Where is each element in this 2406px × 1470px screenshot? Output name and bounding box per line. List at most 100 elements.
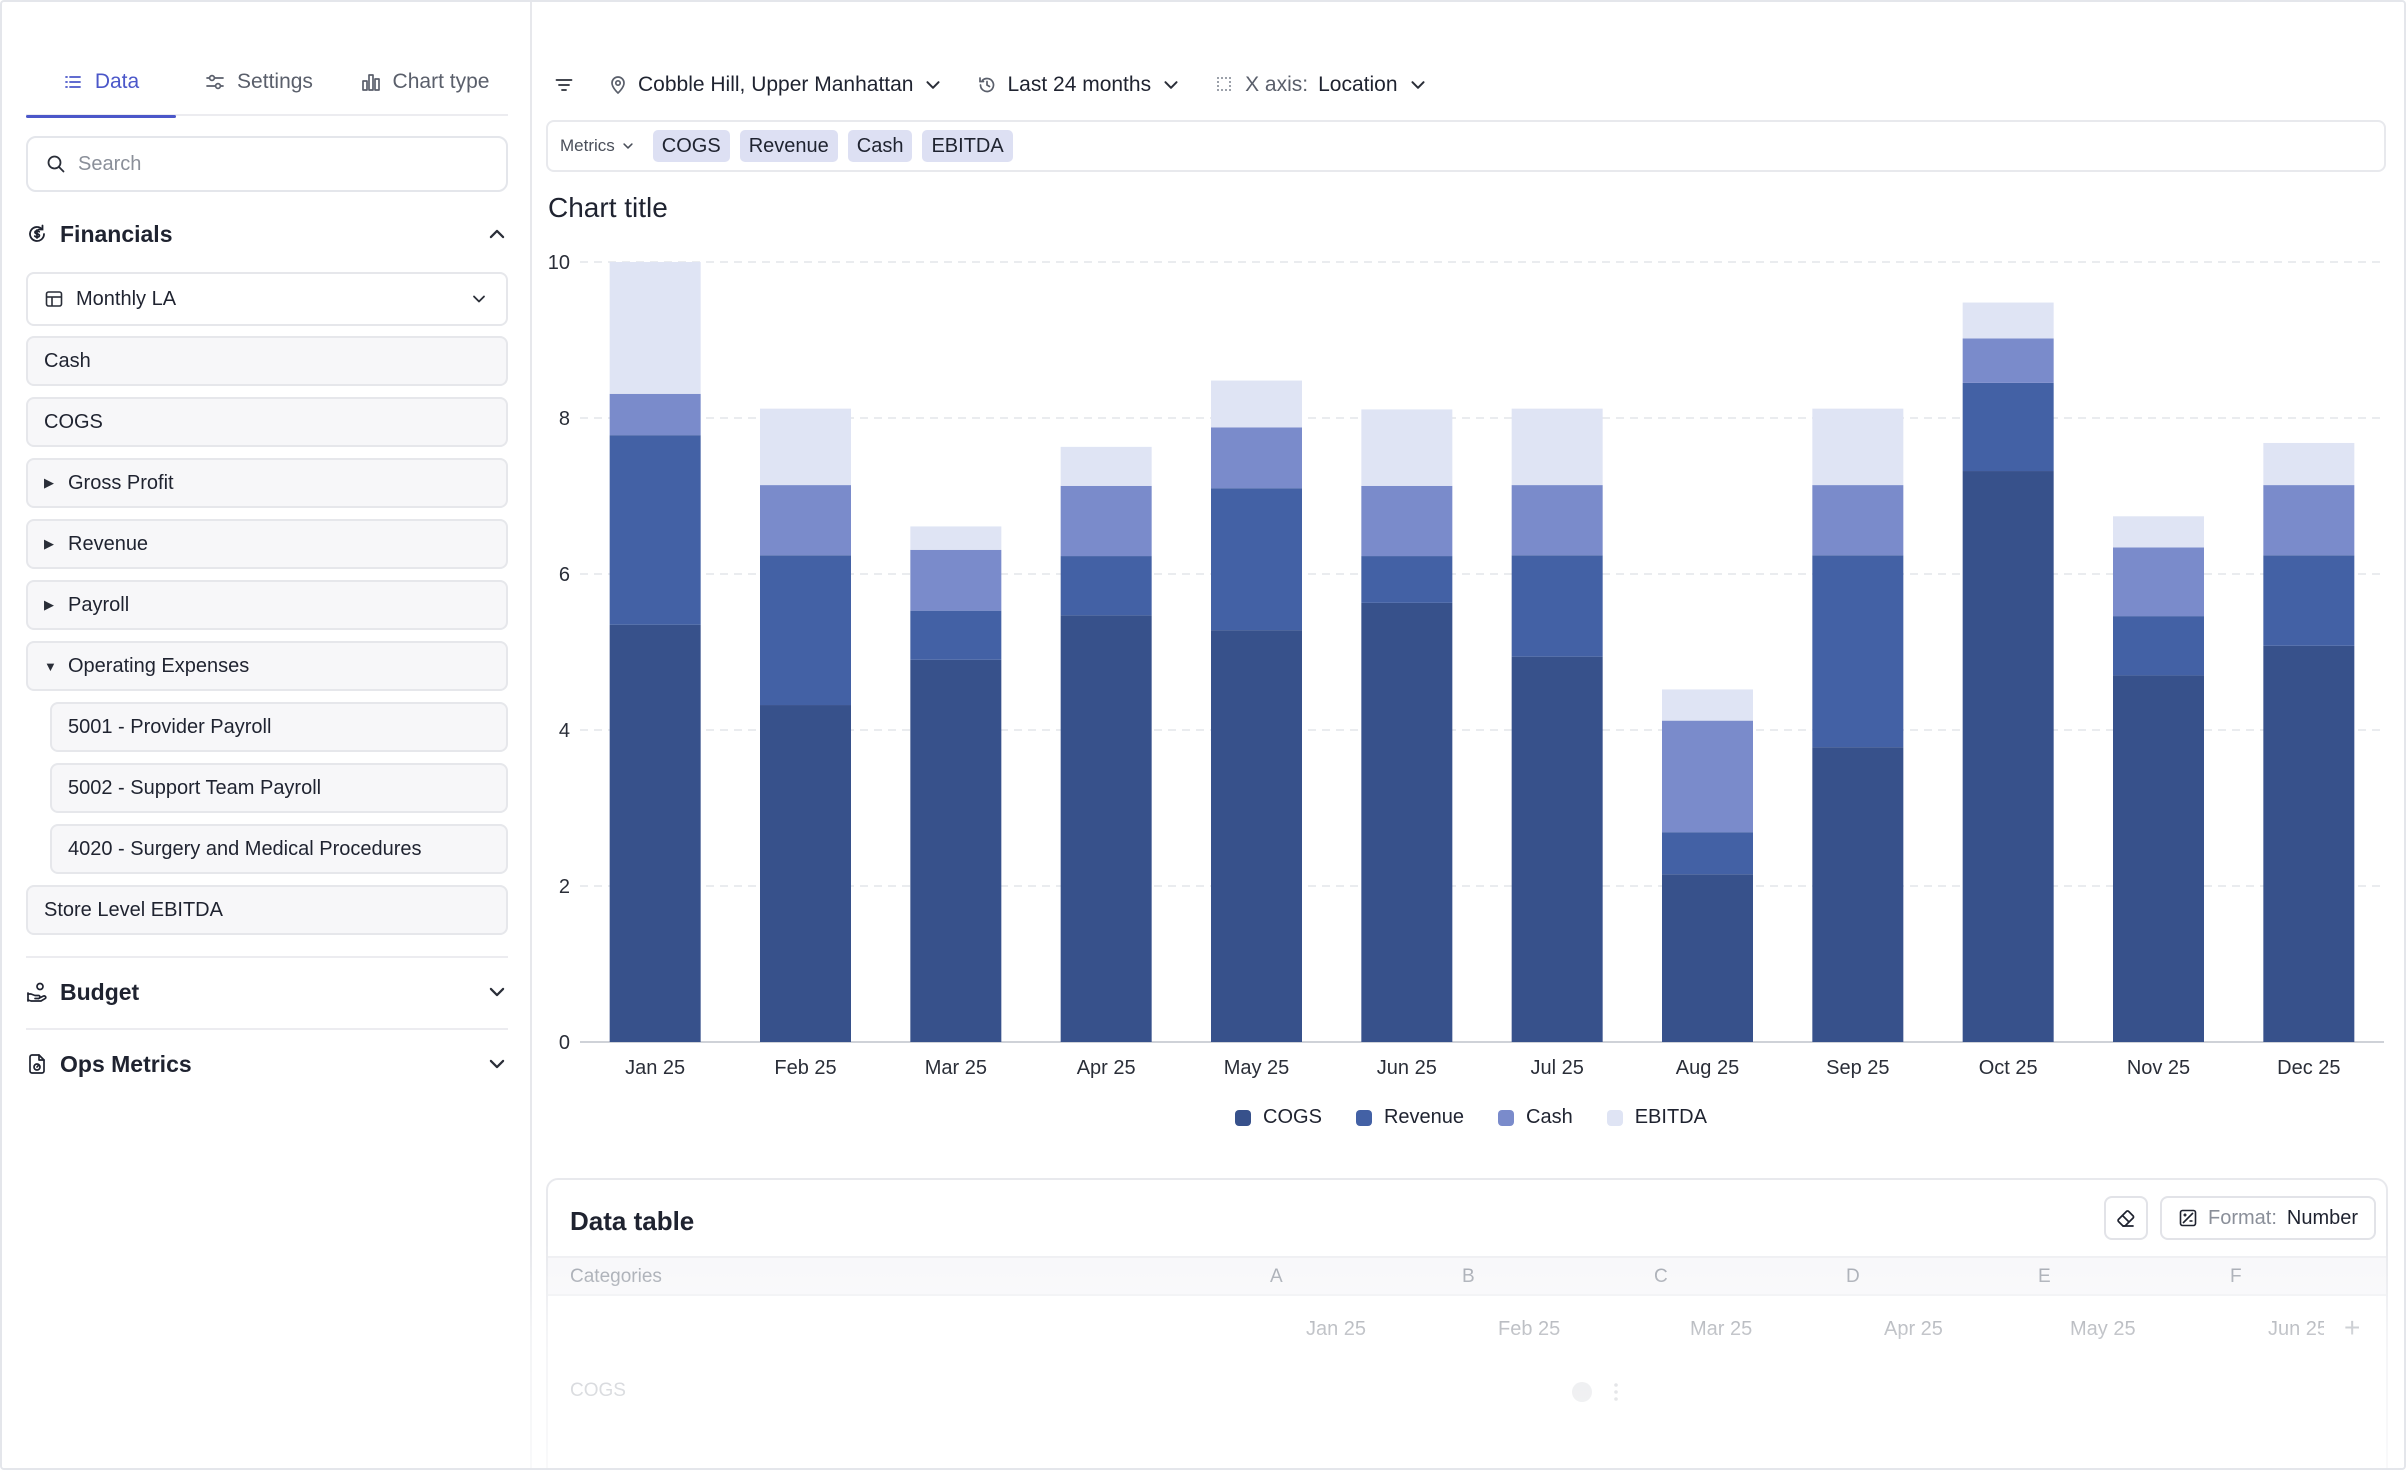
bar-segment-ebitda [1962, 302, 2054, 339]
source-dropdown[interactable]: Monthly LA [26, 272, 508, 326]
chart-title: Chart title [548, 192, 668, 223]
tab-chart-type-label: Chart type [392, 70, 490, 93]
bar-segment-cash [2113, 547, 2204, 617]
bar-segment-revenue [1962, 382, 2054, 472]
bar-segment-ebitda [1812, 408, 1904, 486]
metric-chip-cogs[interactable]: COGS [652, 130, 730, 162]
bar-segment-ebitda [1361, 409, 1453, 486]
metrics-bar: Metrics COGS Revenue Cash EBITDA [546, 120, 2386, 172]
bar-segment-cogs [910, 659, 1002, 1042]
bar-segment-ebitda [1211, 380, 1302, 428]
metric-item-label: Store Level EBITDA [44, 898, 223, 921]
metric-group-revenue[interactable]: ▶ Revenue [26, 519, 508, 569]
month-header: Jan 25 [1306, 1318, 1367, 1340]
month-header: Mar 25 [1690, 1318, 1753, 1340]
metric-item-label: Operating Expenses [68, 654, 250, 677]
chevron-down-icon [489, 1059, 505, 1069]
tab-chart-type[interactable]: Chart type [342, 48, 508, 116]
bar-segment-cogs [1962, 471, 2054, 1042]
metric-chip-revenue[interactable]: Revenue [739, 130, 838, 162]
metric-item-label: 4020 - Surgery and Medical Procedures [68, 837, 422, 860]
file-gauge-icon [29, 1054, 45, 1074]
bar-segment-cogs [1060, 615, 1152, 1042]
column-letter: A [1270, 1266, 1283, 1287]
metric-item-cash[interactable]: Cash [26, 336, 508, 386]
metric-group-operating-expenses[interactable]: ▼ Operating Expenses [26, 641, 508, 691]
metric-item-support-payroll[interactable]: 5002 - Support Team Payroll [50, 763, 508, 813]
metric-item-provider-payroll[interactable]: 5001 - Provider Payroll [50, 702, 508, 752]
refresh-dollar-icon [29, 224, 45, 242]
main-panel: Cobble Hill, Upper Manhattan Last 24 mon… [534, 2, 2404, 1468]
chevron-down-icon [623, 143, 633, 149]
metric-chip-cash[interactable]: Cash [847, 130, 913, 162]
column-letter: C [1654, 1266, 1668, 1287]
section-financials[interactable]: Financials [26, 210, 508, 258]
bar-segment-cogs [2113, 675, 2204, 1042]
metric-item-surgery[interactable]: 4020 - Surgery and Medical Procedures [50, 824, 508, 874]
chevron-down-icon [1164, 81, 1178, 89]
metric-group-gross-profit[interactable]: ▶ Gross Profit [26, 458, 508, 508]
legend-item-cash[interactable]: Cash [1498, 1106, 1573, 1129]
y-tick-label: 0 [559, 1032, 570, 1054]
bar-segment-cash [609, 393, 701, 436]
bar-segment-revenue [2263, 555, 2355, 646]
metric-group-payroll[interactable]: ▶ Payroll [26, 580, 508, 630]
bar-segment-revenue [609, 435, 701, 625]
bar-segment-revenue [1211, 488, 1302, 631]
legend-item-ebitda[interactable]: EBITDA [1606, 1106, 1707, 1129]
bar-segment-ebitda [760, 408, 851, 486]
bar-segment-cash [910, 549, 1002, 611]
bar-segment-cash [1962, 338, 2054, 383]
clear-button[interactable] [2104, 1196, 2148, 1240]
chevron-down-icon [926, 81, 941, 89]
search-box[interactable] [26, 136, 508, 192]
more-vertical-icon[interactable] [1614, 1383, 1618, 1401]
chart-legend: COGS Revenue Cash EBITDA [534, 1106, 2404, 1129]
x-tick-label: Oct 25 [1979, 1057, 2038, 1079]
bar-segment-ebitda [2113, 516, 2204, 548]
bar-segment-cash [760, 485, 851, 556]
tab-settings[interactable]: Settings [176, 48, 342, 116]
x-tick-label: Dec 25 [2277, 1057, 2340, 1079]
legend-label: Cash [1526, 1106, 1573, 1128]
row-status-icon[interactable] [1572, 1382, 1592, 1402]
section-budget[interactable]: Budget [26, 968, 508, 1016]
metric-chip-ebitda[interactable]: EBITDA [922, 130, 1013, 162]
bar-segment-revenue [1060, 556, 1152, 616]
y-tick-label: 6 [559, 564, 570, 586]
table-title: Data table [570, 1206, 695, 1236]
xaxis-selector[interactable]: X axis: Location [1215, 73, 1427, 97]
period-selector[interactable]: Last 24 months [977, 73, 1181, 97]
metric-item-label: Gross Profit [68, 471, 174, 494]
legend-label: COGS [1263, 1106, 1322, 1128]
legend-swatch [1606, 1109, 1623, 1126]
section-ops-label: Ops Metrics [60, 1050, 192, 1077]
chevron-down-icon [1410, 81, 1425, 89]
search-icon [47, 155, 65, 173]
xaxis-prefix: X axis: [1245, 73, 1309, 96]
metric-item-label: 5001 - Provider Payroll [68, 715, 272, 738]
bar-segment-ebitda [609, 262, 701, 394]
x-tick-label: Sep 25 [1826, 1057, 1889, 1079]
format-selector[interactable]: Format: Number [2160, 1196, 2377, 1240]
metric-item-cogs[interactable]: COGS [26, 397, 508, 447]
legend-item-cogs[interactable]: COGS [1235, 1106, 1322, 1129]
search-input[interactable] [78, 152, 478, 176]
bar-segment-cogs [2263, 645, 2355, 1042]
sidebar: Data Settings Chart type Financials [2, 2, 532, 1468]
filter-button[interactable] [554, 75, 574, 95]
y-tick-label: 10 [548, 252, 570, 274]
metrics-dropdown[interactable]: Metrics [560, 136, 635, 156]
metric-item-store-ebitda[interactable]: Store Level EBITDA [26, 885, 508, 935]
location-selector[interactable]: Cobble Hill, Upper Manhattan [608, 73, 943, 97]
source-dropdown-value: Monthly LA [76, 287, 177, 310]
legend-label: EBITDA [1634, 1106, 1707, 1128]
table-row-cogs: COGS [570, 1380, 626, 1401]
column-letter: D [1846, 1266, 1860, 1287]
image-format-icon [2179, 1209, 2197, 1227]
month-header: May 25 [2070, 1318, 2136, 1340]
legend-item-revenue[interactable]: Revenue [1355, 1106, 1464, 1129]
section-ops-metrics[interactable]: Ops Metrics [26, 1040, 508, 1088]
add-column-button[interactable]: + [2344, 1312, 2361, 1343]
tab-data[interactable]: Data [26, 48, 176, 118]
